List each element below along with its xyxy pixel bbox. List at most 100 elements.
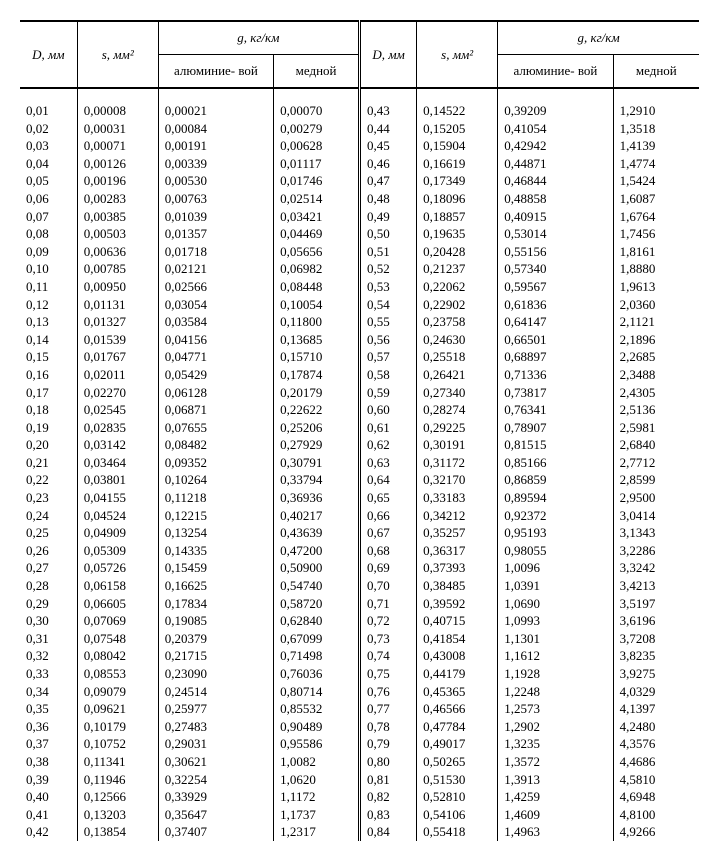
cell-d: 0,60 [359, 401, 416, 419]
table-row: 0,140,015390,041560,136850,560,246300,66… [20, 331, 699, 349]
table-row: 0,380,113410,306211,00820,800,502651,357… [20, 753, 699, 771]
cell-copper: 0,25206 [274, 419, 360, 437]
cell-d: 0,77 [359, 700, 416, 718]
cell-alum: 1,0690 [498, 595, 613, 613]
cell-copper: 3,1343 [613, 524, 699, 542]
cell-d: 0,42 [20, 823, 77, 841]
table-row: 0,320,080420,217150,714980,740,430081,16… [20, 647, 699, 665]
cell-alum: 0,00763 [158, 190, 273, 208]
table-row: 0,080,005030,013570,044690,500,196350,53… [20, 225, 699, 243]
cell-s: 0,01767 [77, 348, 158, 366]
cell-s: 0,03801 [77, 471, 158, 489]
cell-copper: 0,80714 [274, 683, 360, 701]
cell-s: 0,18857 [417, 208, 498, 226]
cell-d: 0,17 [20, 384, 77, 402]
cell-s: 0,15904 [417, 137, 498, 155]
cell-d: 0,06 [20, 190, 77, 208]
cell-alum: 0,01039 [158, 208, 273, 226]
cell-s: 0,51530 [417, 771, 498, 789]
cell-d: 0,20 [20, 436, 77, 454]
cell-s: 0,33183 [417, 489, 498, 507]
cell-s: 0,22902 [417, 296, 498, 314]
cell-alum: 0,03054 [158, 296, 273, 314]
cell-d: 0,57 [359, 348, 416, 366]
cell-copper: 0,06982 [274, 260, 360, 278]
cell-alum: 0,98055 [498, 542, 613, 560]
table-row: 0,370,107520,290310,955860,790,490171,32… [20, 735, 699, 753]
col-alum-right: алюминие- вой [498, 55, 613, 89]
cell-alum: 0,89594 [498, 489, 613, 507]
cell-d: 0,39 [20, 771, 77, 789]
cell-s: 0,00785 [77, 260, 158, 278]
cell-alum: 1,0096 [498, 559, 613, 577]
cell-copper: 0,13685 [274, 331, 360, 349]
cell-d: 0,01 [20, 88, 77, 120]
cell-alum: 0,00339 [158, 155, 273, 173]
cell-s: 0,18096 [417, 190, 498, 208]
table-row: 0,290,066050,178340,587200,710,395921,06… [20, 595, 699, 613]
cell-copper: 0,36936 [274, 489, 360, 507]
table-row: 0,150,017670,047710,157100,570,255180,68… [20, 348, 699, 366]
cell-copper: 3,3242 [613, 559, 699, 577]
cell-copper: 1,7456 [613, 225, 699, 243]
cell-s: 0,05309 [77, 542, 158, 560]
cell-s: 0,41854 [417, 630, 498, 648]
cell-d: 0,18 [20, 401, 77, 419]
col-d-right: D, мм [359, 21, 416, 88]
cell-copper: 4,4686 [613, 753, 699, 771]
cell-copper: 0,33794 [274, 471, 360, 489]
cell-s: 0,38485 [417, 577, 498, 595]
cell-s: 0,34212 [417, 507, 498, 525]
cell-d: 0,28 [20, 577, 77, 595]
cell-s: 0,28274 [417, 401, 498, 419]
cell-d: 0,51 [359, 243, 416, 261]
cell-alum: 0,35647 [158, 806, 273, 824]
cell-alum: 1,1612 [498, 647, 613, 665]
cell-s: 0,00031 [77, 120, 158, 138]
cell-d: 0,44 [359, 120, 416, 138]
cell-d: 0,35 [20, 700, 77, 718]
cell-alum: 0,33929 [158, 788, 273, 806]
cell-d: 0,50 [359, 225, 416, 243]
cell-s: 0,37393 [417, 559, 498, 577]
cell-alum: 0,01718 [158, 243, 273, 261]
cell-alum: 0,40915 [498, 208, 613, 226]
cell-d: 0,80 [359, 753, 416, 771]
cell-alum: 0,02121 [158, 260, 273, 278]
cell-alum: 0,15459 [158, 559, 273, 577]
cell-alum: 0,24514 [158, 683, 273, 701]
cell-s: 0,04155 [77, 489, 158, 507]
cell-s: 0,02270 [77, 384, 158, 402]
col-alum-left: алюминие- вой [158, 55, 273, 89]
cell-s: 0,00950 [77, 278, 158, 296]
cell-copper: 0,47200 [274, 542, 360, 560]
cell-d: 0,58 [359, 366, 416, 384]
cell-copper: 2,0360 [613, 296, 699, 314]
cell-copper: 1,4139 [613, 137, 699, 155]
table-row: 0,110,009500,025660,084480,530,220620,59… [20, 278, 699, 296]
cell-copper: 4,8100 [613, 806, 699, 824]
cell-d: 0,46 [359, 155, 416, 173]
col-d-left: D, мм [20, 21, 77, 88]
table-row: 0,060,002830,007630,025140,480,180960,48… [20, 190, 699, 208]
cell-alum: 0,39209 [498, 88, 613, 120]
cell-copper: 0,27929 [274, 436, 360, 454]
cell-s: 0,50265 [417, 753, 498, 771]
table-row: 0,120,011310,030540,100540,540,229020,61… [20, 296, 699, 314]
cell-s: 0,00008 [77, 88, 158, 120]
cell-d: 0,36 [20, 718, 77, 736]
cell-d: 0,05 [20, 172, 77, 190]
cell-copper: 0,02514 [274, 190, 360, 208]
cell-alum: 0,07655 [158, 419, 273, 437]
cell-copper: 2,6840 [613, 436, 699, 454]
table-row: 0,190,028350,076550,252060,610,292250,78… [20, 419, 699, 437]
cell-copper: 4,2480 [613, 718, 699, 736]
cell-copper: 0,11800 [274, 313, 360, 331]
cell-copper: 0,15710 [274, 348, 360, 366]
cell-d: 0,65 [359, 489, 416, 507]
cell-copper: 3,9275 [613, 665, 699, 683]
cell-s: 0,52810 [417, 788, 498, 806]
cell-d: 0,76 [359, 683, 416, 701]
cell-s: 0,43008 [417, 647, 498, 665]
cell-alum: 0,10264 [158, 471, 273, 489]
